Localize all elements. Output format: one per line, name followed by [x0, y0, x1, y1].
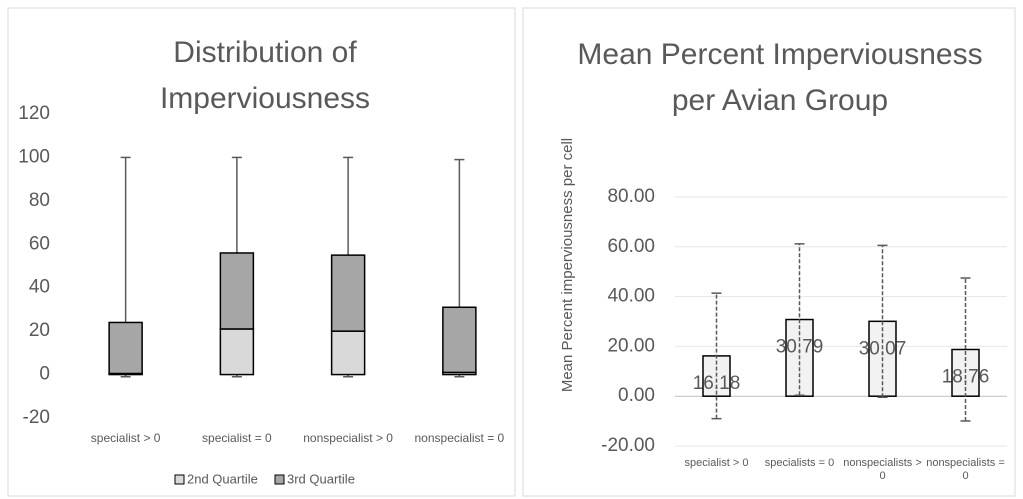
x-tick-label: nonspecialist = 0: [414, 431, 505, 445]
data-label: 30.07: [859, 338, 907, 359]
y-tick-label: -20.00: [601, 435, 655, 456]
y-tick-label: 20: [29, 320, 50, 341]
legend-swatch: [274, 474, 285, 485]
x-tick-label: nonspecialists > 0: [843, 457, 922, 482]
box-segment: [219, 328, 255, 376]
data-label: 18.76: [942, 367, 990, 388]
y-tick-label: -20: [23, 407, 50, 428]
panel: [7, 7, 516, 497]
box-segment: [330, 254, 366, 332]
box-segment: [330, 330, 366, 376]
y-axis-label: Mean Percent imperviousness per cell: [559, 138, 576, 392]
y-tick-label: 0.00: [618, 385, 655, 406]
y-tick-label: 40: [29, 277, 50, 298]
box-segment: [219, 252, 255, 330]
y-tick-label: 100: [18, 146, 50, 167]
legend-swatch: [174, 474, 185, 485]
legend-label: 2nd Quartile: [187, 471, 258, 486]
box-segment: [442, 306, 477, 374]
y-tick-label: 80.00: [607, 186, 655, 207]
chart-title: Distribution of Imperviousness: [159, 36, 371, 115]
chart-title: Mean Percent Imperviousness per Avian Gr…: [577, 38, 983, 117]
y-tick-label: 80: [29, 190, 50, 211]
y-tick-label: 120: [18, 103, 50, 124]
y-tick-label: 40.00: [607, 286, 655, 307]
y-tick-label: 60.00: [607, 236, 655, 257]
panel: [522, 7, 1016, 497]
x-tick-label: specialist > 0: [90, 431, 161, 445]
x-tick-label: specialist > 0: [684, 457, 749, 469]
y-tick-label: 60: [29, 233, 50, 254]
data-label: 16.18: [693, 373, 741, 394]
x-tick-label: specialists = 0: [764, 457, 835, 469]
data-label: 30.79: [776, 337, 824, 358]
y-tick-label: 0: [39, 364, 50, 385]
box-segment: [108, 321, 143, 375]
x-tick-label: nonspecialist > 0: [303, 431, 393, 445]
y-tick-label: 20.00: [607, 335, 655, 356]
legend-label: 3rd Quartile: [287, 471, 355, 486]
x-tick-label: specialist = 0: [202, 431, 272, 445]
x-tick-label: nonspecialists = 0: [926, 457, 1005, 482]
